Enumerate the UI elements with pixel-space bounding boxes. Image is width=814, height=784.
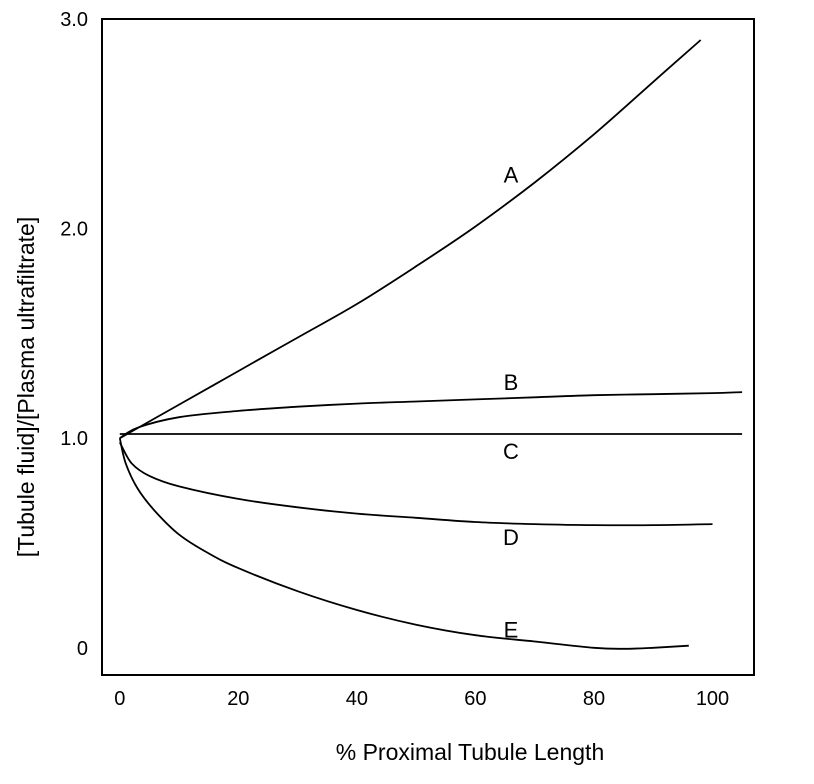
y-axis-ticks: 0 1.0 2.0 3.0 [60,9,88,660]
curve-label-b: B [504,370,519,395]
y-tick-label: 3.0 [60,9,88,31]
y-tick-label: 1.0 [60,428,88,450]
curve-a [119,39,702,439]
x-tick-label: 0 [114,688,125,710]
curve-labels: A B C D E [503,162,519,642]
x-tick-label: 60 [464,688,486,710]
y-tick-label: 0 [77,638,88,660]
y-tick-label: 2.0 [60,219,88,241]
curve-label-c: C [503,439,519,464]
plot-area-frame [101,18,755,676]
curve-label-e: E [504,617,519,642]
curve-e [118,437,689,650]
x-axis-ticks: 0 20 40 60 80 100 [114,688,729,710]
x-tick-label: 20 [227,688,249,710]
x-tick-label: 100 [696,688,729,710]
curve-b [119,391,743,439]
curve-label-d: D [503,525,519,550]
curves [118,39,743,650]
y-axis-title: [Tubule fluid]/[Plasma ultrafiltrate] [13,217,39,557]
x-tick-label: 40 [346,688,368,710]
curve-label-a: A [504,162,519,187]
x-axis-title: % Proximal Tubule Length [336,739,605,765]
curve-d [119,441,713,527]
x-tick-label: 80 [583,688,605,710]
